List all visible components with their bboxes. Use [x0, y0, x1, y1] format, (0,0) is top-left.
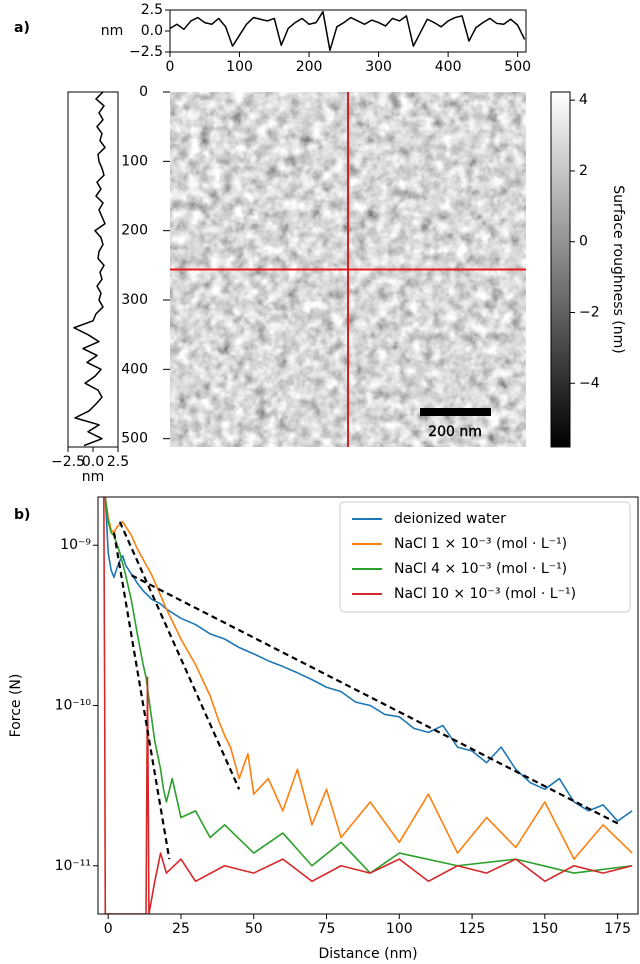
- y-tick-label: 2.5: [141, 2, 163, 18]
- legend-label: NaCl 1 × 10⁻³ (mol · L⁻¹): [394, 536, 567, 552]
- y-axis-label: Force (N): [8, 674, 24, 738]
- y-axis-label: nm: [101, 23, 124, 39]
- plot-area: [103, 497, 633, 914]
- x-tick-label: 2.5: [107, 454, 129, 470]
- x-tick-label: 25: [172, 921, 190, 937]
- colorbar-tick-label: 4: [579, 92, 588, 108]
- axes-frame: [169, 9, 527, 53]
- scalebar-label: 200 nm: [428, 424, 482, 440]
- legend-label: deionized water: [394, 511, 506, 527]
- x-tick-label: 0: [166, 59, 175, 75]
- panel-label: b): [14, 507, 30, 523]
- y-tick-label: 100: [121, 153, 148, 169]
- x-tick-label: 125: [459, 921, 486, 937]
- y-tick-label: 400: [121, 361, 148, 377]
- x-tick-label: 0: [104, 921, 113, 937]
- x-tick-label: 75: [318, 921, 336, 937]
- x-tick-label: 500: [504, 59, 531, 75]
- y-tick-label: 200: [121, 223, 148, 239]
- x-tick-label: 100: [226, 59, 253, 75]
- legend-label: NaCl 4 × 10⁻³ (mol · L⁻¹): [394, 561, 567, 577]
- axes-frame: [67, 91, 119, 448]
- x-axis-label: nm: [82, 469, 105, 485]
- y-tick-label: 10⁻¹¹: [55, 858, 91, 874]
- y-tick-label: 0.0: [141, 23, 163, 39]
- y-tick-label: 10⁻⁹: [60, 537, 91, 553]
- x-tick-label: 150: [531, 921, 558, 937]
- legend-box: [339, 501, 631, 613]
- y-tick-label: 300: [121, 292, 148, 308]
- data-line: [104, 497, 633, 822]
- data-line: [169, 10, 526, 52]
- y-tick-label: 0: [139, 84, 148, 100]
- legend-label: NaCl 10 × 10⁻³ (mol · L⁻¹): [394, 586, 576, 602]
- data-line: [104, 497, 633, 860]
- y-tick-label: 10⁻¹⁰: [55, 698, 92, 714]
- x-tick-label: −2.5: [51, 454, 85, 470]
- x-tick-label: 0.0: [82, 454, 104, 470]
- x-axis-label: Distance (nm): [318, 946, 417, 962]
- x-tick-label: 100: [386, 921, 413, 937]
- y-tick-label: −2.5: [129, 44, 163, 60]
- colorbar-tick-label: −2: [579, 305, 600, 321]
- x-tick-label: 300: [365, 59, 392, 75]
- plot-area: [169, 10, 526, 52]
- colorbar-label: Surface roughness (nm): [610, 185, 626, 353]
- colorbar: [550, 91, 571, 448]
- scalebar: [420, 408, 491, 416]
- fit-line: [118, 521, 241, 790]
- colorbar-tick-label: −4: [579, 375, 600, 391]
- colorbar-tick-label: 0: [579, 234, 588, 250]
- fit-line: [112, 532, 171, 860]
- fit-line: [130, 574, 622, 826]
- x-tick-label: 200: [296, 59, 323, 75]
- panel-label: a): [14, 20, 30, 36]
- y-tick-label: 500: [121, 431, 148, 447]
- x-tick-label: 400: [435, 59, 462, 75]
- data-line: [73, 91, 106, 447]
- colorbar-tick-label: 2: [579, 163, 588, 179]
- plot-area: [73, 91, 106, 447]
- x-tick-label: 175: [604, 921, 631, 937]
- data-line: [104, 497, 633, 874]
- data-line: [103, 497, 633, 914]
- x-tick-label: 50: [245, 921, 263, 937]
